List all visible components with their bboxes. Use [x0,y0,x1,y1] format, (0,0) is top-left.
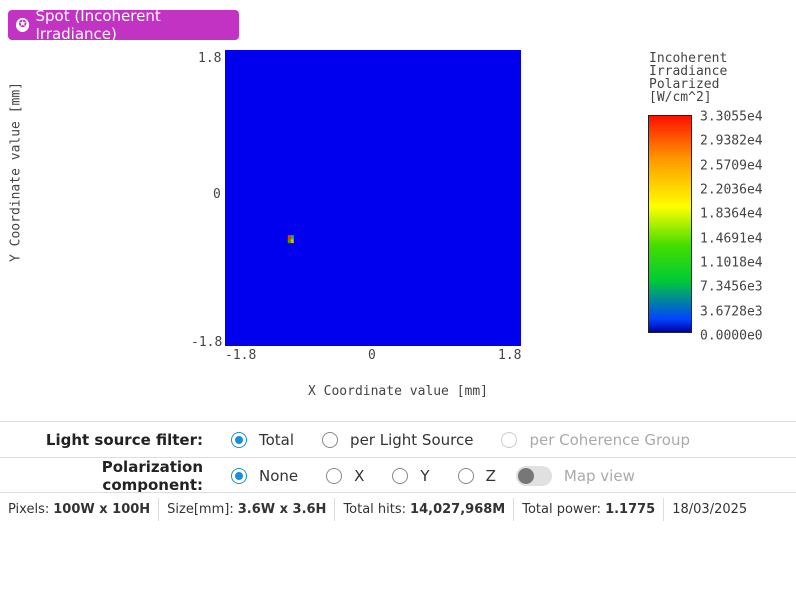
polarization-label: Polarization component: [101,458,203,494]
map-view-toggle[interactable] [515,466,552,486]
filter-per-light-source-radio[interactable] [322,432,339,448]
colorbar-tick: 1.4691e4 [700,231,763,247]
map-view-toggle-option[interactable]: Map view [515,466,635,486]
colorbar-tick: 3.3055e4 [700,109,763,125]
status-date: 18/03/2025 [672,502,748,517]
light-source-filter-label: Light source filter: [45,431,203,449]
x-axis-label: X Coordinate value [mm] [307,384,489,399]
colorbar-title: Incoherent Irradiance Polarized [W/cm^2] [649,51,728,105]
status-total-power: Total power: 1.1775 [514,498,665,521]
status-total-hits: Total hits: 14,027,968M [335,498,515,521]
colorbar-gradient [648,115,692,333]
filter-total-option[interactable]: Total [231,431,294,449]
filter-per-coherence-group-radio [501,432,518,448]
light-source-filter-row: Light source filter: Total per Light Sou… [0,421,796,458]
polarization-none-option[interactable]: None [231,467,298,485]
polarization-y-option[interactable]: Y [392,467,430,485]
spot-title-button[interactable]: ✪ Spot (Incoherent Irradiance) [8,7,239,43]
colorbar-tick: 2.5709e4 [700,158,763,174]
polarization-y-radio[interactable] [392,468,409,484]
filter-total-radio[interactable] [231,432,247,448]
star-icon: ✪ [16,18,30,32]
status-pixels: Pixels: 100W x 100H [0,498,160,521]
status-size: Size[mm]: 3.6W x 3.6H [159,498,336,521]
polarization-row: Polarization component: None X Y Z Map v… [0,457,796,494]
polarization-x-radio[interactable] [326,468,343,484]
x-tick-right: 1.8 [498,348,522,363]
colorbar-tick: 7.3456e3 [700,279,763,295]
colorbar-tick: 2.2036e4 [700,182,763,198]
spot-marker [287,235,294,244]
colorbar-tick: 1.8364e4 [700,206,763,222]
polarization-none-radio[interactable] [231,468,247,484]
polarization-z-option[interactable]: Z [457,467,496,485]
polarization-z-radio[interactable] [457,468,474,484]
irradiance-plot-area[interactable] [225,50,521,346]
irradiance-map [225,50,521,346]
polarization-x-option[interactable]: X [326,467,364,485]
x-tick-mid: 0 [368,348,376,363]
y-tick-top: 1.8 [198,51,222,66]
y-axis-label: Y Coordinate value [mm] [8,81,24,263]
colorbar-tick: 3.6728e3 [700,304,763,320]
y-tick-mid: 0 [213,187,221,202]
spot-title-label: Spot (Incoherent Irradiance) [35,7,161,43]
filter-per-coherence-group-option: per Coherence Group [501,431,690,449]
colorbar-tick: 0.0000e0 [700,328,763,344]
x-tick-left: -1.8 [225,348,257,363]
y-tick-bottom: -1.8 [191,335,223,350]
colorbar-tick: 2.9382e4 [700,133,763,149]
filter-per-light-source-option[interactable]: per Light Source [322,431,473,449]
status-bar: Pixels: 100W x 100H Size[mm]: 3.6W x 3.6H … [0,492,796,526]
colorbar-tick: 1.1018e4 [700,255,763,271]
